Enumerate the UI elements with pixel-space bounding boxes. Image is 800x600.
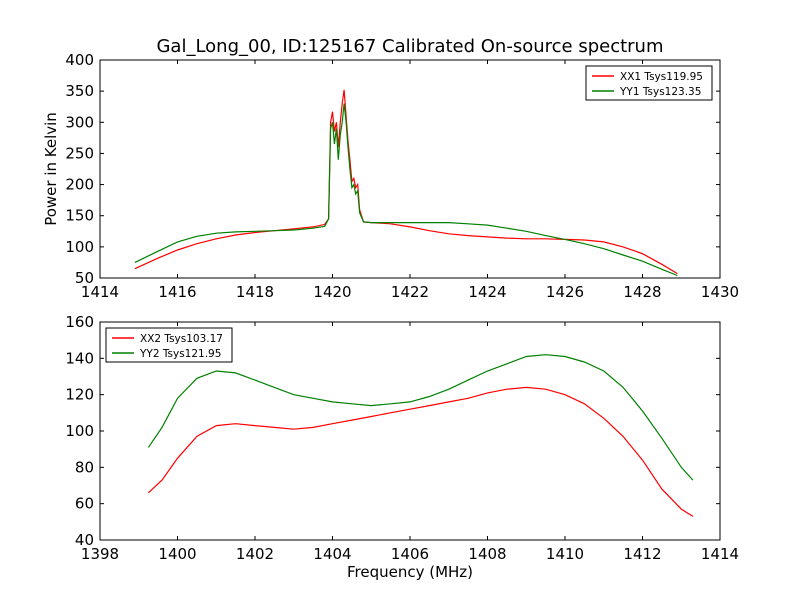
- y-tick-label: 50: [75, 269, 94, 287]
- x-tick-label: 1430: [701, 283, 739, 301]
- x-tick-label: 1406: [391, 545, 429, 563]
- y-tick-label: 200: [65, 176, 94, 194]
- x-tick-label: 1416: [158, 283, 196, 301]
- legend-label-2: YY2 Tsys121.95: [139, 348, 221, 360]
- y-tick-label: 100: [65, 238, 94, 256]
- legend-box: [585, 65, 713, 101]
- legend-label-1: XX1 Tsys119.95: [620, 71, 703, 83]
- x-tick-label: 1422: [391, 283, 429, 301]
- bottom-spectrum-chart: 1398 1400 1402 1404 1406 1408 1410 1412 1414 40 60…: [65, 313, 739, 581]
- y-tick-label: 80: [75, 458, 94, 476]
- x-tick-label: 1414: [701, 545, 739, 563]
- series-line-2: [134, 103, 678, 277]
- series-line-1: [147, 386, 694, 517]
- y-tick-label: 40: [75, 531, 94, 549]
- y-tick-label: 60: [75, 495, 94, 513]
- x-tick-label: 1420: [313, 283, 351, 301]
- y-tick-label: 140: [65, 349, 94, 367]
- y-tick-label: 160: [65, 313, 94, 331]
- x-tick-label: 1414: [81, 283, 119, 301]
- x-tick-label: 1410: [546, 545, 584, 563]
- x-tick-label: 1428: [623, 283, 661, 301]
- x-tick-label: 1408: [468, 545, 506, 563]
- x-axis-label: Frequency (MHz): [347, 563, 473, 581]
- y-axis-label: Power in Kelvin: [42, 112, 60, 226]
- legend-label-1: XX2 Tsys103.17: [140, 333, 223, 345]
- legend-box: [105, 327, 233, 363]
- x-tick-label: 1412: [623, 545, 661, 563]
- chart-title: Gal_Long_00, ID:125167 Calibrated On-sou…: [156, 36, 663, 57]
- y-tick-label: 250: [65, 144, 94, 162]
- y-tick-label: 350: [65, 82, 94, 100]
- y-tick-label: 300: [65, 113, 94, 131]
- legend-label-2: YY1 Tsys123.35: [619, 86, 701, 98]
- x-tick-label: 1426: [546, 283, 584, 301]
- x-tick-label: 1418: [236, 283, 274, 301]
- x-tick-label: 1424: [468, 283, 506, 301]
- y-tick-label: 120: [65, 386, 94, 404]
- series-line-2: [147, 354, 694, 481]
- x-tick-label: 1398: [81, 545, 119, 563]
- x-tick-label: 1402: [236, 545, 274, 563]
- y-tick-label: 150: [65, 207, 94, 225]
- x-tick-label: 1404: [313, 545, 351, 563]
- top-spectrum-chart: 1414 1416 1418 1420 1422 1424 1426 1428 1430 50 10…: [42, 36, 739, 301]
- series-line-1: [134, 89, 678, 275]
- y-tick-label: 400: [65, 51, 94, 69]
- x-tick-label: 1400: [158, 545, 196, 563]
- y-tick-label: 100: [65, 422, 94, 440]
